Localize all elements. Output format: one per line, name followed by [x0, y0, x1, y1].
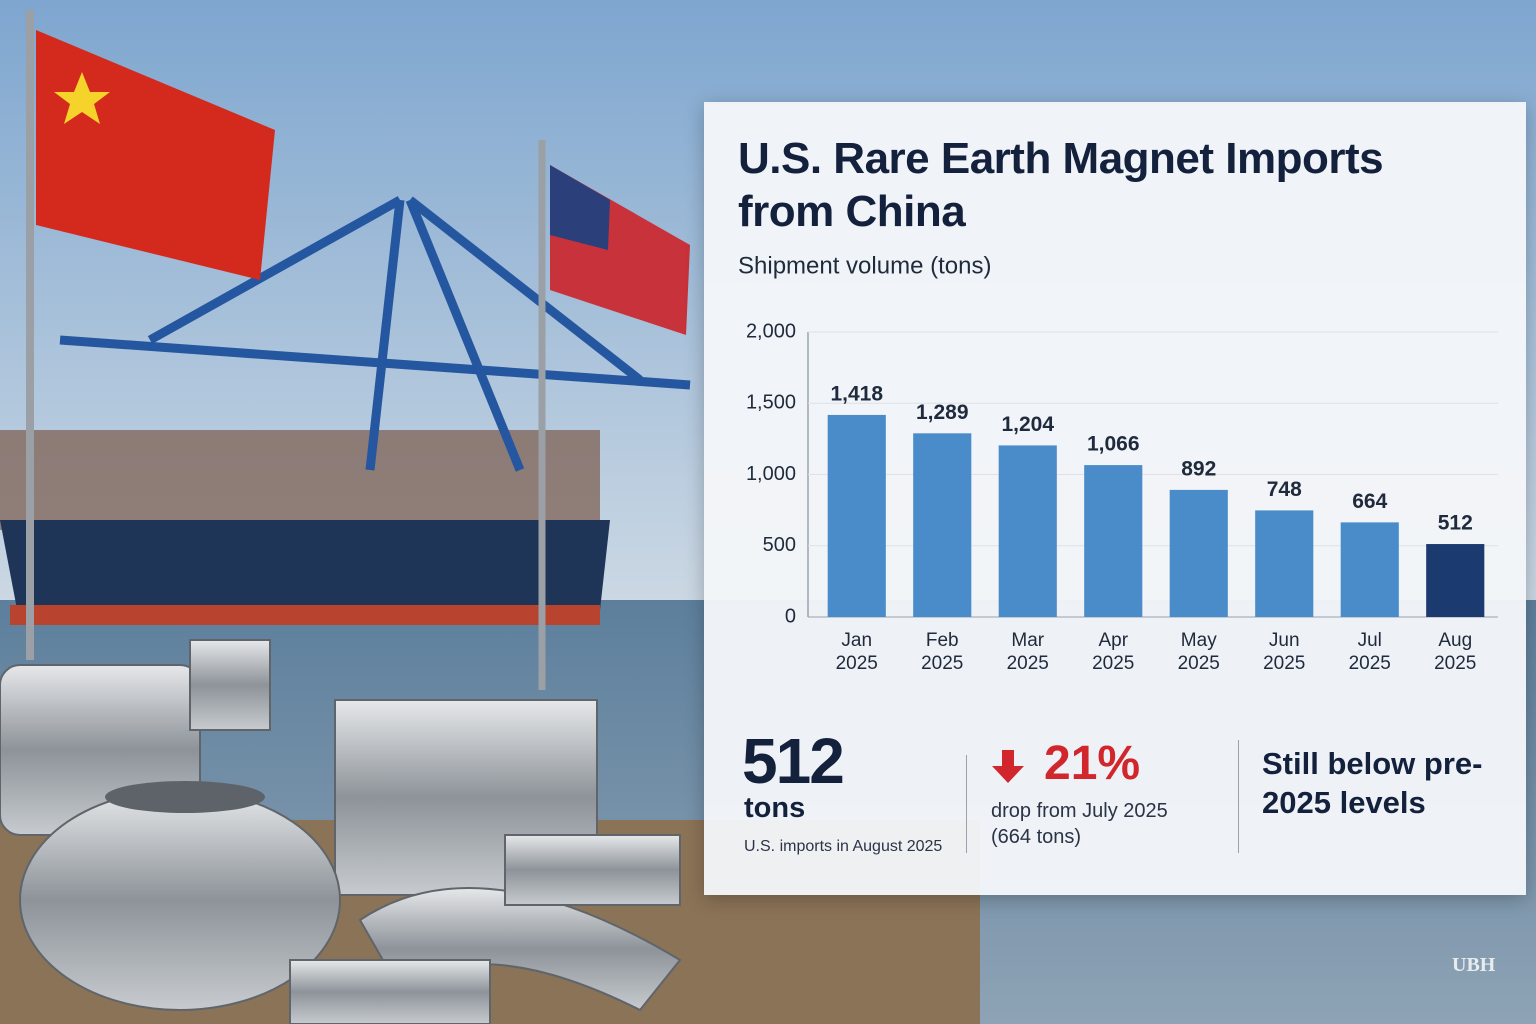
- change-note: drop from July 2025 (664 tons): [991, 800, 1168, 848]
- chart-subtitle: Shipment volume (tons): [738, 252, 991, 279]
- bar: [1169, 489, 1228, 617]
- x-tick-label: Apr 2025: [1092, 630, 1135, 674]
- down-arrow-icon: [992, 750, 1024, 783]
- bar: [1426, 544, 1485, 617]
- value-label: 664: [1352, 490, 1387, 513]
- context-note: Still below pre-2025 levels: [1262, 746, 1483, 820]
- change-value: 21%: [1044, 737, 1141, 790]
- x-tick-label: Jul 2025: [1348, 630, 1391, 674]
- y-tick-label: 500: [763, 534, 796, 556]
- chart: Shipment volume (tons) 0 500 1,000 1,500 2,0…: [738, 252, 1498, 627]
- bar: [1255, 510, 1314, 617]
- bar: [913, 433, 972, 617]
- value-label: 748: [1267, 478, 1302, 501]
- stat-unit: tons: [744, 792, 806, 824]
- y-tick-label: 0: [785, 605, 796, 627]
- value-label: 512: [1438, 512, 1473, 535]
- x-tick-label: Jun 2025: [1263, 630, 1306, 674]
- value-label: 1,204: [1001, 413, 1054, 436]
- bar: [1340, 522, 1399, 617]
- y-tick-label: 2,000: [746, 320, 796, 342]
- x-tick-label: Jan 2025: [835, 630, 878, 674]
- x-tick-label: Feb 2025: [921, 630, 964, 674]
- y-tick-label: 1,500: [746, 392, 796, 414]
- bar: [998, 445, 1057, 617]
- value-label: 1,418: [830, 382, 883, 405]
- value-label: 1,289: [916, 401, 969, 424]
- chart-panel: Shipment volume (tons) 0 500 1,000 1,500 2,0…: [704, 102, 1526, 895]
- watermark: UBH: [1452, 954, 1496, 976]
- divider: [1238, 740, 1239, 853]
- y-tick-label: 1,000: [746, 463, 796, 485]
- value-label: 892: [1181, 457, 1216, 480]
- bar: [1084, 465, 1143, 617]
- x-tick-label: May 2025: [1177, 630, 1220, 674]
- x-tick-label: Aug 2025: [1434, 630, 1477, 674]
- x-tick-label: Mar 2025: [1006, 630, 1049, 674]
- stat-note: U.S. imports in August 2025: [744, 838, 943, 855]
- stat-value: 512: [742, 725, 845, 797]
- bar: [827, 414, 886, 617]
- divider: [966, 755, 967, 853]
- value-label: 1,066: [1087, 433, 1140, 456]
- chart-title: U.S. Rare Earth Magnet Imports from Chin…: [738, 134, 1384, 236]
